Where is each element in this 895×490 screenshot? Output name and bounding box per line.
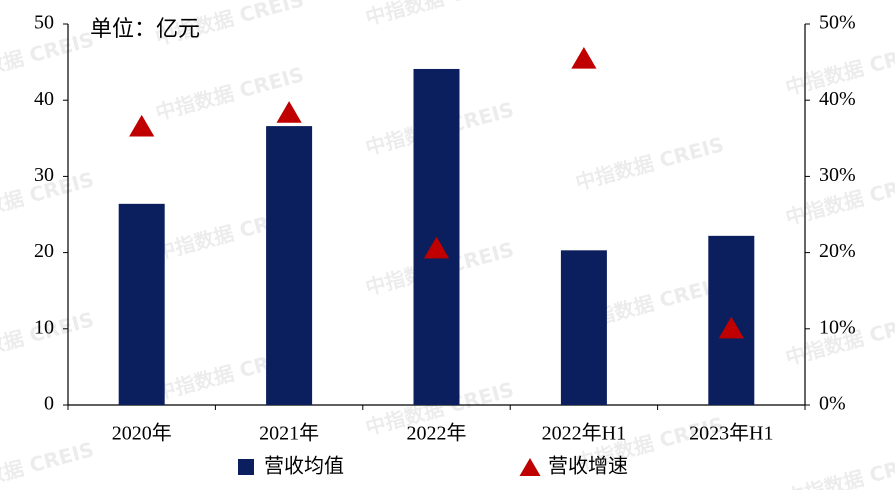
y2-tick-label: 30% <box>819 164 856 186</box>
triangle-marker <box>423 236 450 259</box>
triangle-marker <box>718 316 744 339</box>
x-tick-label: 2020年 <box>112 422 172 445</box>
legend-swatch <box>238 459 254 475</box>
bar <box>118 203 165 405</box>
x-tick-label: 2022年H1 <box>542 422 626 445</box>
y-tick-label: 20 <box>34 240 54 262</box>
watermark: 中指数据 CREIS <box>573 132 727 195</box>
y2-tick-label: 0% <box>819 393 846 415</box>
y-tick-label: 0 <box>44 393 54 415</box>
x-tick-label: 2022年 <box>407 422 467 445</box>
triangle-marker <box>571 47 597 69</box>
triangle-marker <box>276 101 302 123</box>
triangle-marker <box>129 114 155 137</box>
x-tick-label: 2021年 <box>259 422 319 445</box>
legend-swatch <box>519 458 541 476</box>
y-tick-label: 40 <box>34 88 54 110</box>
y2-tick-label: 20% <box>819 240 856 262</box>
legend-label: 营收增速 <box>548 454 628 478</box>
legend-label: 营收均值 <box>264 454 344 478</box>
y2-tick-label: 40% <box>819 88 856 110</box>
watermark: 中指数据 CREIS <box>0 27 96 90</box>
unit-annotation: 单位：亿元 <box>90 17 200 42</box>
bar <box>560 250 607 405</box>
watermark: 中指数据 CREIS <box>363 0 517 30</box>
y2-tick-label: 50% <box>819 12 856 34</box>
y2-tick-label: 10% <box>819 316 856 338</box>
y-tick-label: 10 <box>34 316 54 338</box>
y-tick-label: 30 <box>34 164 54 186</box>
watermark: 中指数据 CREIS <box>783 447 895 490</box>
bar <box>266 126 313 405</box>
x-tick-label: 2023年H1 <box>689 422 773 445</box>
watermark: 中指数据 CREIS <box>0 437 96 490</box>
y-tick-label: 50 <box>34 12 54 34</box>
